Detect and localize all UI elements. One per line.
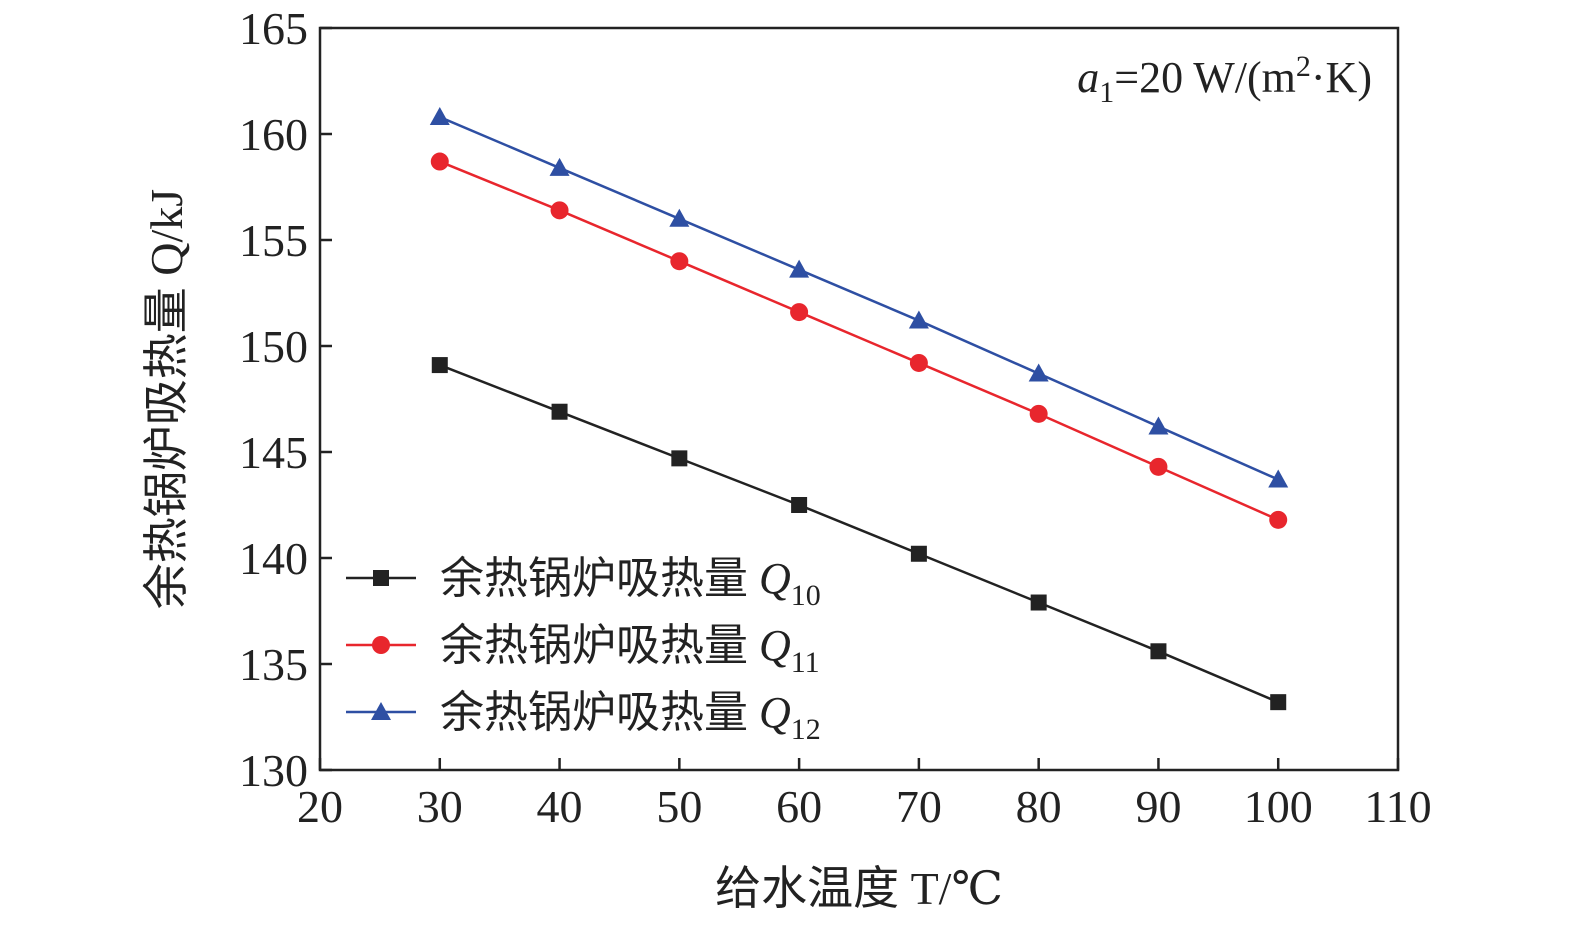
data-point: [671, 450, 688, 467]
legend-marker: [372, 636, 390, 654]
series-10: [431, 357, 1287, 711]
data-point: [1268, 469, 1289, 488]
annotation-sup: 2: [1296, 50, 1311, 83]
data-point: [430, 152, 449, 171]
data-point: [549, 157, 570, 176]
y-tick-label: 155: [239, 215, 308, 266]
data-point: [1148, 416, 1169, 435]
data-point: [790, 303, 809, 322]
series-line: [439, 115, 1279, 481]
y-axis: 130 135 140 145 150 155 160 165: [239, 3, 332, 796]
data-point: [1030, 594, 1047, 611]
series-12: [429, 107, 1289, 488]
x-tick-label: 40: [537, 781, 583, 832]
data-point: [1150, 643, 1167, 660]
annotation-sub: 1: [1099, 76, 1114, 109]
series-layer: [429, 107, 1289, 711]
data-point: [550, 201, 569, 220]
y-axis-title: 余热锅炉吸热量 Q/kJ: [141, 189, 192, 609]
data-point: [431, 357, 448, 374]
x-tick-label: 20: [297, 781, 343, 832]
legend-item: 余热锅炉吸热量 Q11: [346, 621, 820, 679]
data-point: [791, 497, 808, 513]
data-point: [1149, 457, 1168, 476]
series-line: [439, 160, 1279, 521]
x-tick-label: 30: [417, 781, 463, 832]
y-tick-label: 145: [239, 427, 308, 478]
y-tick-label: 140: [239, 533, 308, 584]
x-tick-label: 90: [1135, 781, 1181, 832]
plot-frame: [318, 26, 1400, 772]
legend-marker: [373, 570, 389, 586]
annotation: a1=20 W/(m2·K): [1077, 50, 1372, 109]
x-axis: 20 30 40 50 60 70 80 90 100 110: [297, 758, 1432, 832]
data-point: [910, 545, 927, 562]
legend: 余热锅炉吸热量 Q10 余热锅炉吸热量 Q11 余热锅炉吸热量 Q12: [346, 554, 821, 746]
x-tick-label: 110: [1364, 781, 1431, 832]
data-point: [429, 107, 450, 126]
legend-label: 余热锅炉吸热量 Q11: [440, 621, 820, 679]
data-point: [1028, 363, 1049, 382]
series-line: [439, 363, 1279, 704]
y-tick-label: 135: [239, 639, 308, 690]
legend-label: 余热锅炉吸热量 Q10: [440, 554, 821, 612]
data-point: [789, 259, 810, 278]
data-point: [670, 252, 689, 271]
data-point: [1269, 510, 1288, 529]
legend-item: 余热锅炉吸热量 Q12: [346, 688, 821, 746]
data-point: [669, 208, 690, 227]
x-tick-label: 80: [1016, 781, 1062, 832]
annotation-tail: ·K): [1311, 53, 1372, 102]
annotation-var: a: [1077, 53, 1099, 102]
data-point: [909, 353, 928, 372]
x-tick-label: 60: [776, 781, 822, 832]
y-tick-label: 165: [239, 3, 308, 54]
data-point: [1270, 694, 1287, 711]
legend-marker: [371, 702, 391, 720]
data-point: [551, 403, 568, 420]
series-11: [430, 152, 1288, 529]
y-tick-label: 160: [239, 109, 308, 160]
y-tick-label: 130: [239, 745, 308, 796]
legend-label: 余热锅炉吸热量 Q12: [440, 688, 821, 746]
y-tick-label: 150: [239, 321, 308, 372]
annotation-rest: =20 W/(m: [1114, 53, 1296, 102]
x-axis-title: 给水温度 T/℃: [715, 863, 1003, 914]
data-point: [1029, 404, 1048, 423]
x-tick-label: 50: [656, 781, 702, 832]
x-tick-label: 70: [896, 781, 942, 832]
data-point: [908, 310, 929, 329]
x-tick-label: 100: [1244, 781, 1313, 832]
legend-item: 余热锅炉吸热量 Q10: [346, 554, 821, 612]
